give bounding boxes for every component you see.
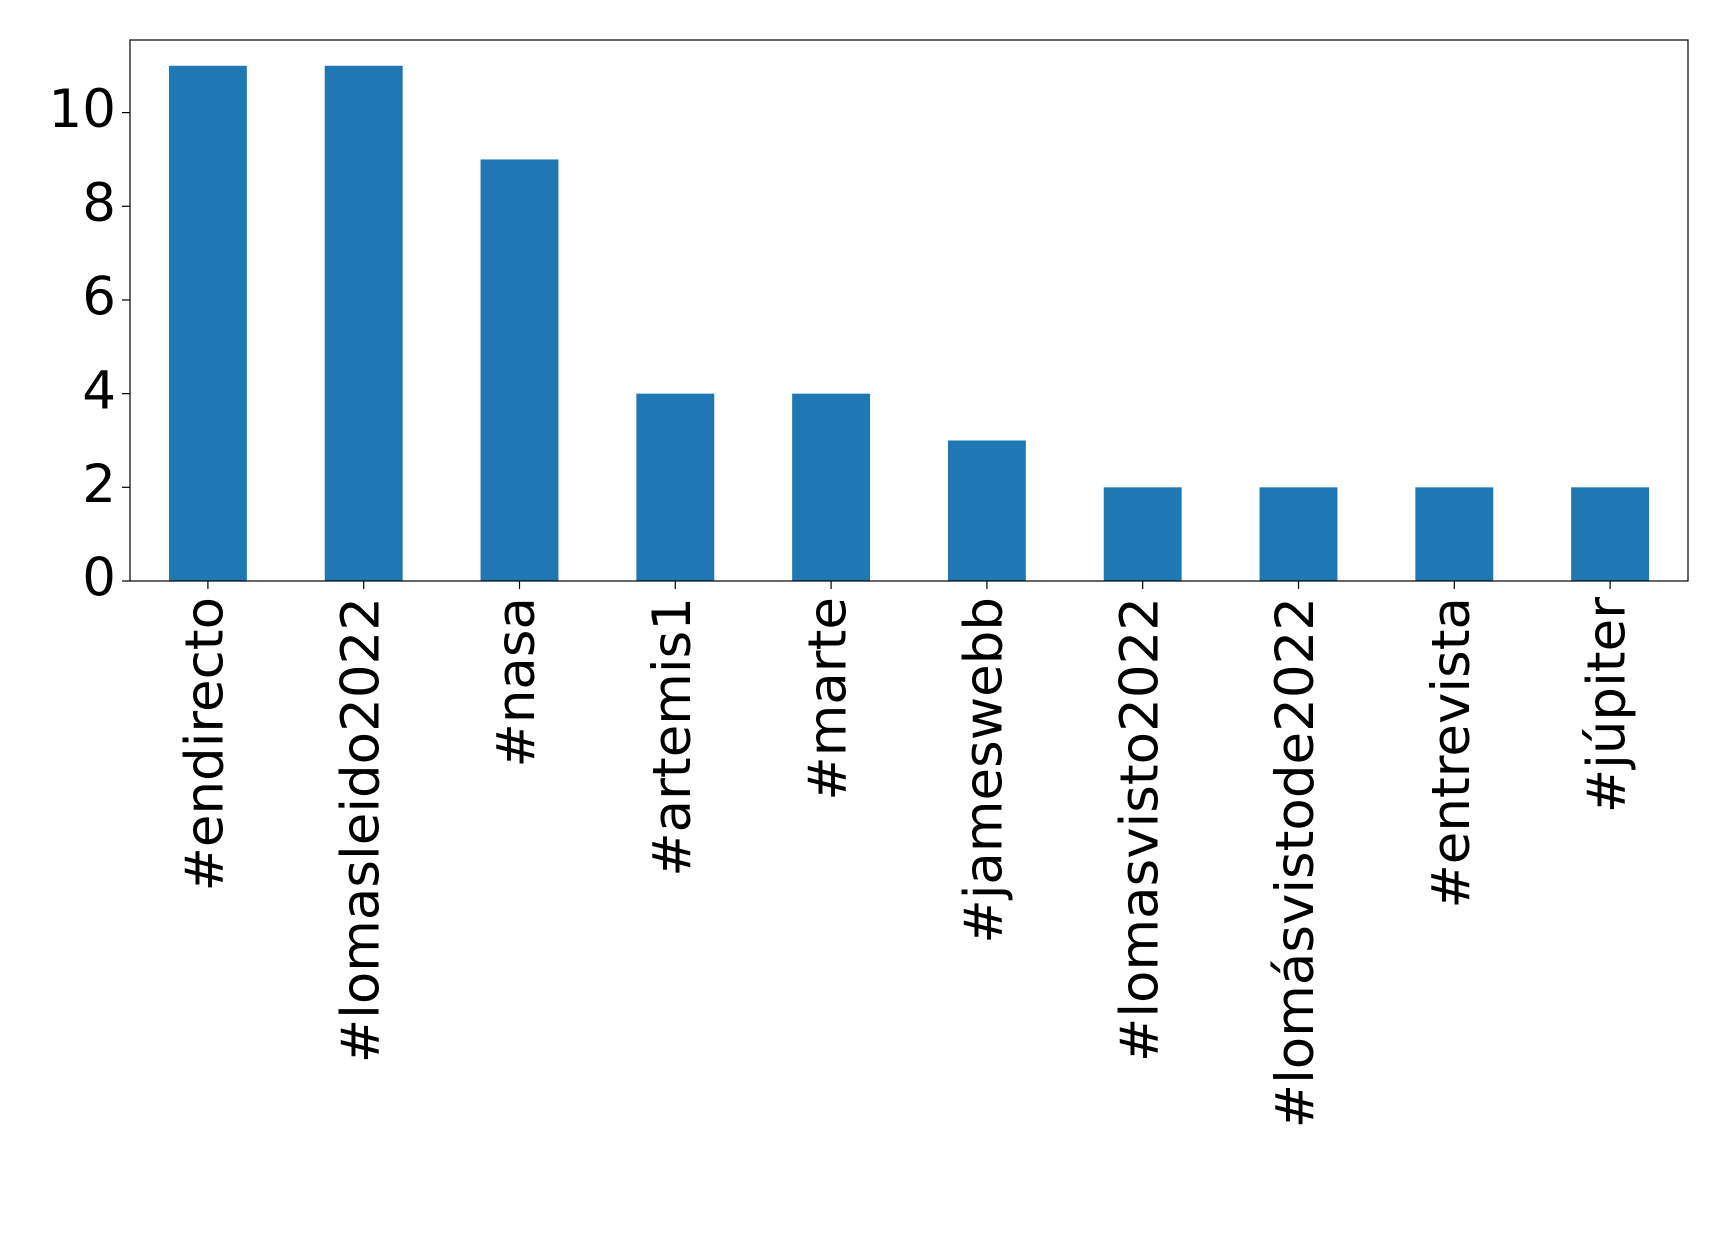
y-tick-label: 10 (49, 79, 116, 140)
bar (324, 65, 403, 581)
x-tick-label: #júpiter (1577, 597, 1638, 813)
bar (1415, 487, 1494, 581)
y-tick-label: 6 (82, 267, 116, 328)
bar (792, 393, 871, 581)
bar (480, 159, 559, 581)
y-tick-label: 0 (82, 548, 116, 609)
y-tick-label: 8 (82, 173, 116, 234)
x-tick-label: #jameswebb (954, 597, 1015, 944)
x-tick-label: #nasa (486, 597, 547, 768)
x-tick-label: #endirecto (175, 597, 236, 892)
x-tick-label: #marte (798, 597, 859, 801)
y-tick-label: 4 (82, 360, 116, 421)
bar (168, 65, 247, 581)
x-tick-label: #lomásvistode2022 (1265, 597, 1326, 1128)
bar (1259, 487, 1338, 581)
bar (636, 393, 715, 581)
plot-frame (129, 39, 1689, 582)
bar (947, 440, 1026, 581)
x-tick-label: #lomasvisto2022 (1109, 597, 1170, 1062)
bar (1103, 487, 1182, 581)
x-tick-label: #entrevista (1421, 597, 1482, 909)
y-tick-label: 2 (82, 454, 116, 515)
x-tick-label: #lomasleido2022 (330, 597, 391, 1063)
x-tick-label: #artemis1 (642, 597, 703, 877)
bar (1571, 487, 1650, 581)
